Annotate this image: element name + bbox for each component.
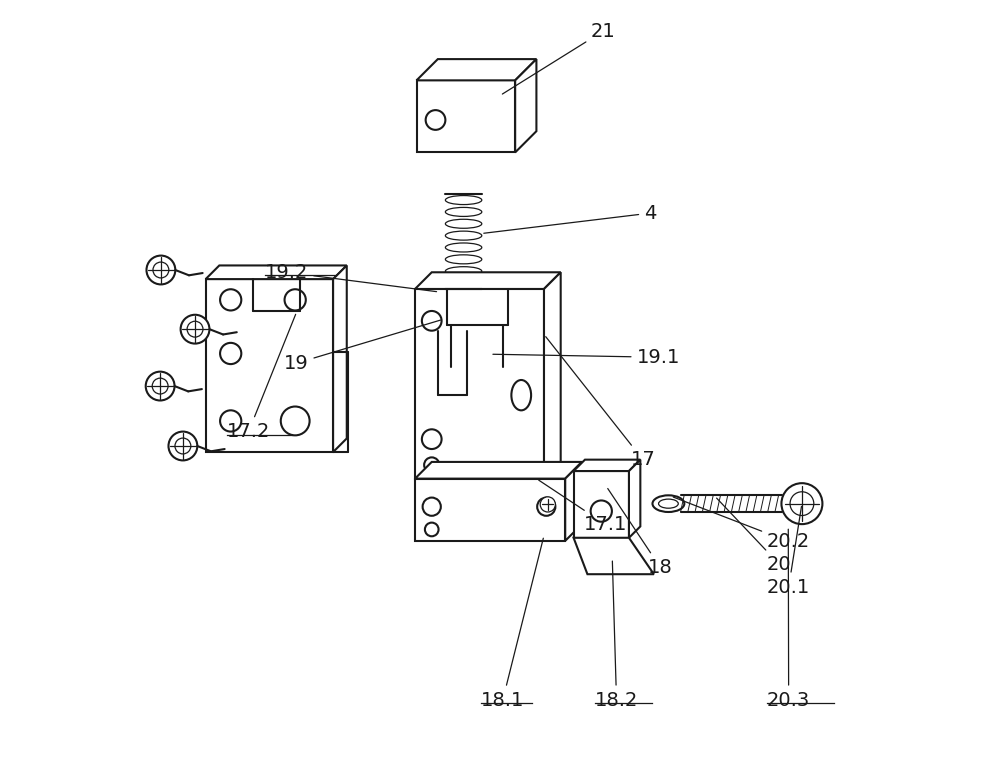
Ellipse shape [445,278,482,287]
Ellipse shape [652,496,684,512]
Polygon shape [333,265,347,452]
Bar [574,471,629,538]
Text: 4: 4 [484,204,657,233]
Circle shape [146,255,175,284]
Bar [415,479,565,541]
Ellipse shape [445,207,482,217]
Polygon shape [574,538,654,575]
Bar [206,279,333,452]
Text: 20.3: 20.3 [767,529,810,710]
Ellipse shape [445,255,482,264]
Ellipse shape [445,231,482,240]
Text: 18.1: 18.1 [481,538,543,710]
Text: 20.1: 20.1 [767,506,810,597]
Circle shape [220,343,241,364]
Text: 20.2: 20.2 [673,497,810,551]
Circle shape [781,483,822,524]
Bar [434,289,495,331]
Polygon shape [434,275,508,289]
Ellipse shape [659,499,678,508]
Text: 17.2: 17.2 [227,315,296,441]
Ellipse shape [445,195,482,204]
Circle shape [537,498,555,516]
Text: 21: 21 [502,21,616,94]
Polygon shape [515,59,536,153]
Text: 17: 17 [546,337,655,469]
Bar [417,81,515,153]
Text: 19.2: 19.2 [265,263,437,292]
Circle shape [220,410,241,432]
Circle shape [454,301,475,322]
Polygon shape [415,462,582,479]
Circle shape [426,110,445,130]
Bar [415,289,544,479]
Text: 18: 18 [608,489,673,577]
Circle shape [220,290,241,311]
Text: 20: 20 [717,498,792,574]
Ellipse shape [445,243,482,252]
Text: 17.1: 17.1 [539,480,627,534]
Circle shape [422,429,442,449]
Circle shape [175,438,191,454]
Circle shape [146,372,175,401]
Text: 18.2: 18.2 [595,561,638,710]
Ellipse shape [445,220,482,228]
Text: 19: 19 [284,320,440,373]
Circle shape [168,432,197,461]
Polygon shape [565,462,582,541]
Polygon shape [438,395,512,460]
Circle shape [540,497,555,512]
Circle shape [423,498,441,516]
Circle shape [422,311,442,331]
Circle shape [181,315,209,344]
Circle shape [591,501,612,521]
Polygon shape [495,275,508,331]
Polygon shape [415,272,561,289]
Text: 19.1: 19.1 [493,348,680,367]
Circle shape [281,407,310,435]
Circle shape [424,458,439,473]
Ellipse shape [445,279,484,290]
Polygon shape [206,265,347,279]
Ellipse shape [445,267,482,276]
Ellipse shape [511,380,531,410]
Circle shape [790,492,814,515]
Circle shape [285,290,306,311]
Polygon shape [629,460,640,538]
Polygon shape [417,59,536,81]
Polygon shape [544,272,561,479]
Circle shape [153,262,169,278]
Polygon shape [574,460,640,471]
Circle shape [187,321,203,337]
Circle shape [425,523,439,537]
Circle shape [152,378,168,394]
